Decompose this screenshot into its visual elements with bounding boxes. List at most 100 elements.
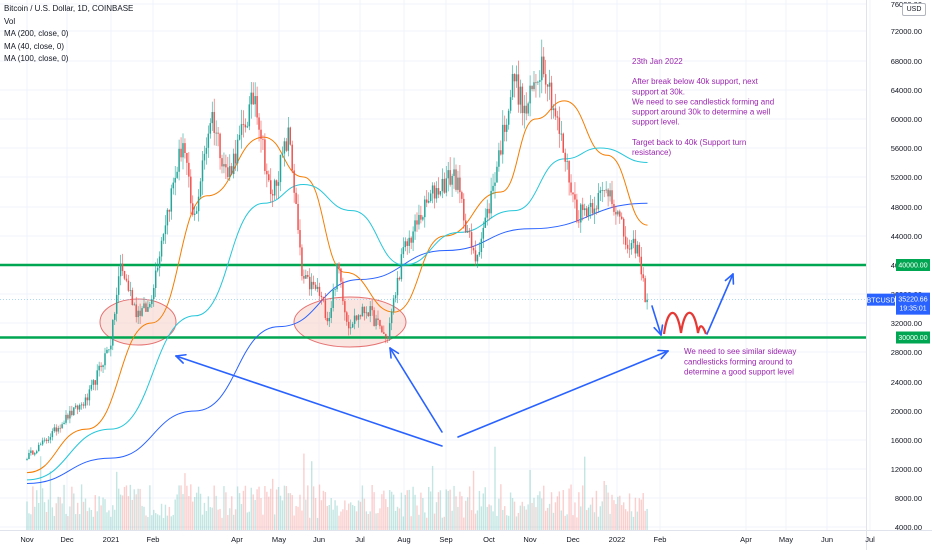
volume-bar	[369, 511, 371, 530]
volume-legend[interactable]: Vol	[4, 16, 16, 26]
candle-body	[57, 427, 59, 432]
candle-body	[104, 353, 106, 366]
x-tick-label: Apr	[231, 535, 243, 544]
volume-bar	[541, 498, 543, 530]
candle-body	[59, 427, 61, 429]
candle-body	[445, 178, 447, 193]
main-note-line: 23th Jan 2022	[632, 57, 683, 66]
x-tick-label: Feb	[654, 535, 667, 544]
volume-bar	[78, 514, 81, 530]
volume-bar	[201, 514, 204, 530]
volume-bar	[49, 471, 52, 530]
volume-bar	[236, 486, 239, 530]
volume-bar	[507, 515, 510, 530]
candle-body	[572, 192, 574, 195]
volume-bar	[186, 485, 188, 530]
volume-bar	[474, 513, 477, 530]
candle-body	[281, 153, 284, 155]
lower-note-line: candlesticks forming around to	[684, 357, 793, 366]
volume-bar	[517, 512, 520, 530]
volume-bar	[242, 490, 245, 530]
volume-bar	[254, 499, 256, 530]
candle-body	[396, 277, 399, 296]
candle-body	[115, 294, 118, 314]
ma40-legend[interactable]: MA (40, close, 0)	[4, 41, 65, 51]
main-note-line: resistance)	[632, 148, 671, 157]
candle-body	[287, 127, 290, 151]
volume-bar	[229, 508, 231, 530]
candle-body	[172, 182, 174, 189]
candle-body	[264, 139, 266, 171]
volume-bar	[82, 501, 85, 530]
candle-body	[470, 232, 473, 249]
volume-bar	[303, 453, 305, 530]
candle-body	[232, 153, 235, 175]
volume-bar	[585, 510, 588, 530]
volume-bar	[207, 496, 210, 530]
volume-bar	[287, 493, 289, 530]
volume-bar	[108, 510, 110, 530]
candle-body	[162, 234, 165, 241]
candle-body	[71, 410, 73, 415]
main-note-line: support level.	[632, 118, 680, 127]
candle-body	[601, 190, 603, 192]
volume-bar	[38, 502, 40, 530]
x-tick-label: Feb	[147, 535, 160, 544]
candle-body	[541, 56, 543, 81]
candle-body	[640, 256, 642, 275]
currency-button[interactable]: USD	[902, 3, 926, 16]
candle-body	[43, 439, 46, 441]
volume-bar	[273, 514, 276, 530]
candle-body	[363, 306, 366, 314]
volume-bar	[605, 484, 607, 530]
volume-bar	[488, 504, 490, 530]
candle-body	[480, 238, 483, 252]
candle-body	[548, 82, 551, 87]
volume-bar	[359, 501, 362, 530]
volume-bar	[320, 500, 323, 530]
volume-bar	[445, 489, 447, 530]
volume-bar	[250, 487, 252, 530]
volume-bar	[182, 494, 184, 530]
y-tick-label: 4000.00	[895, 523, 922, 532]
candle-body	[246, 126, 249, 128]
pointer-arrow	[457, 350, 669, 438]
time-axis[interactable]: Nov Dec 2021 Feb Apr May Jun Jul Aug Sep Oct Nov Dec…	[20, 535, 875, 544]
symbol-title[interactable]: Bitcoin / U.S. Dollar, 1D, COINBASE	[4, 4, 134, 13]
ma200-legend[interactable]: MA (200, close, 0)	[4, 29, 69, 38]
volume-bar	[513, 501, 516, 530]
candle-body	[595, 208, 598, 210]
volume-bar	[642, 493, 644, 530]
candle-body	[511, 73, 514, 98]
candle-body	[457, 177, 459, 190]
x-tick-label: Jun	[821, 535, 833, 544]
volume-bar	[576, 517, 578, 530]
ma100-legend[interactable]: MA (100, close, 0)	[4, 54, 69, 63]
candle-body	[621, 216, 623, 219]
x-tick-label: Dec	[60, 535, 74, 544]
volume-bar	[492, 511, 494, 530]
candle-body	[78, 405, 81, 410]
candle-body	[546, 84, 549, 87]
candle-body	[229, 166, 231, 178]
volume-bar	[69, 506, 71, 530]
volume-bar	[379, 508, 381, 530]
candle-body	[240, 124, 243, 135]
volume-bar	[381, 494, 383, 530]
candlesticks	[26, 39, 648, 461]
volume-bar	[326, 505, 328, 530]
y-tick-label: 56000.00	[891, 144, 922, 153]
volume-bar	[416, 505, 418, 530]
candle-body	[252, 92, 254, 105]
candle-body	[139, 310, 141, 316]
volume-bar	[283, 485, 286, 530]
candle-body	[195, 211, 198, 214]
candle-body	[309, 276, 311, 290]
volume-bar	[490, 505, 492, 530]
candle-body	[644, 278, 646, 303]
volume-bar	[114, 509, 116, 530]
volume-bar	[36, 490, 38, 530]
candle-body	[488, 208, 490, 214]
